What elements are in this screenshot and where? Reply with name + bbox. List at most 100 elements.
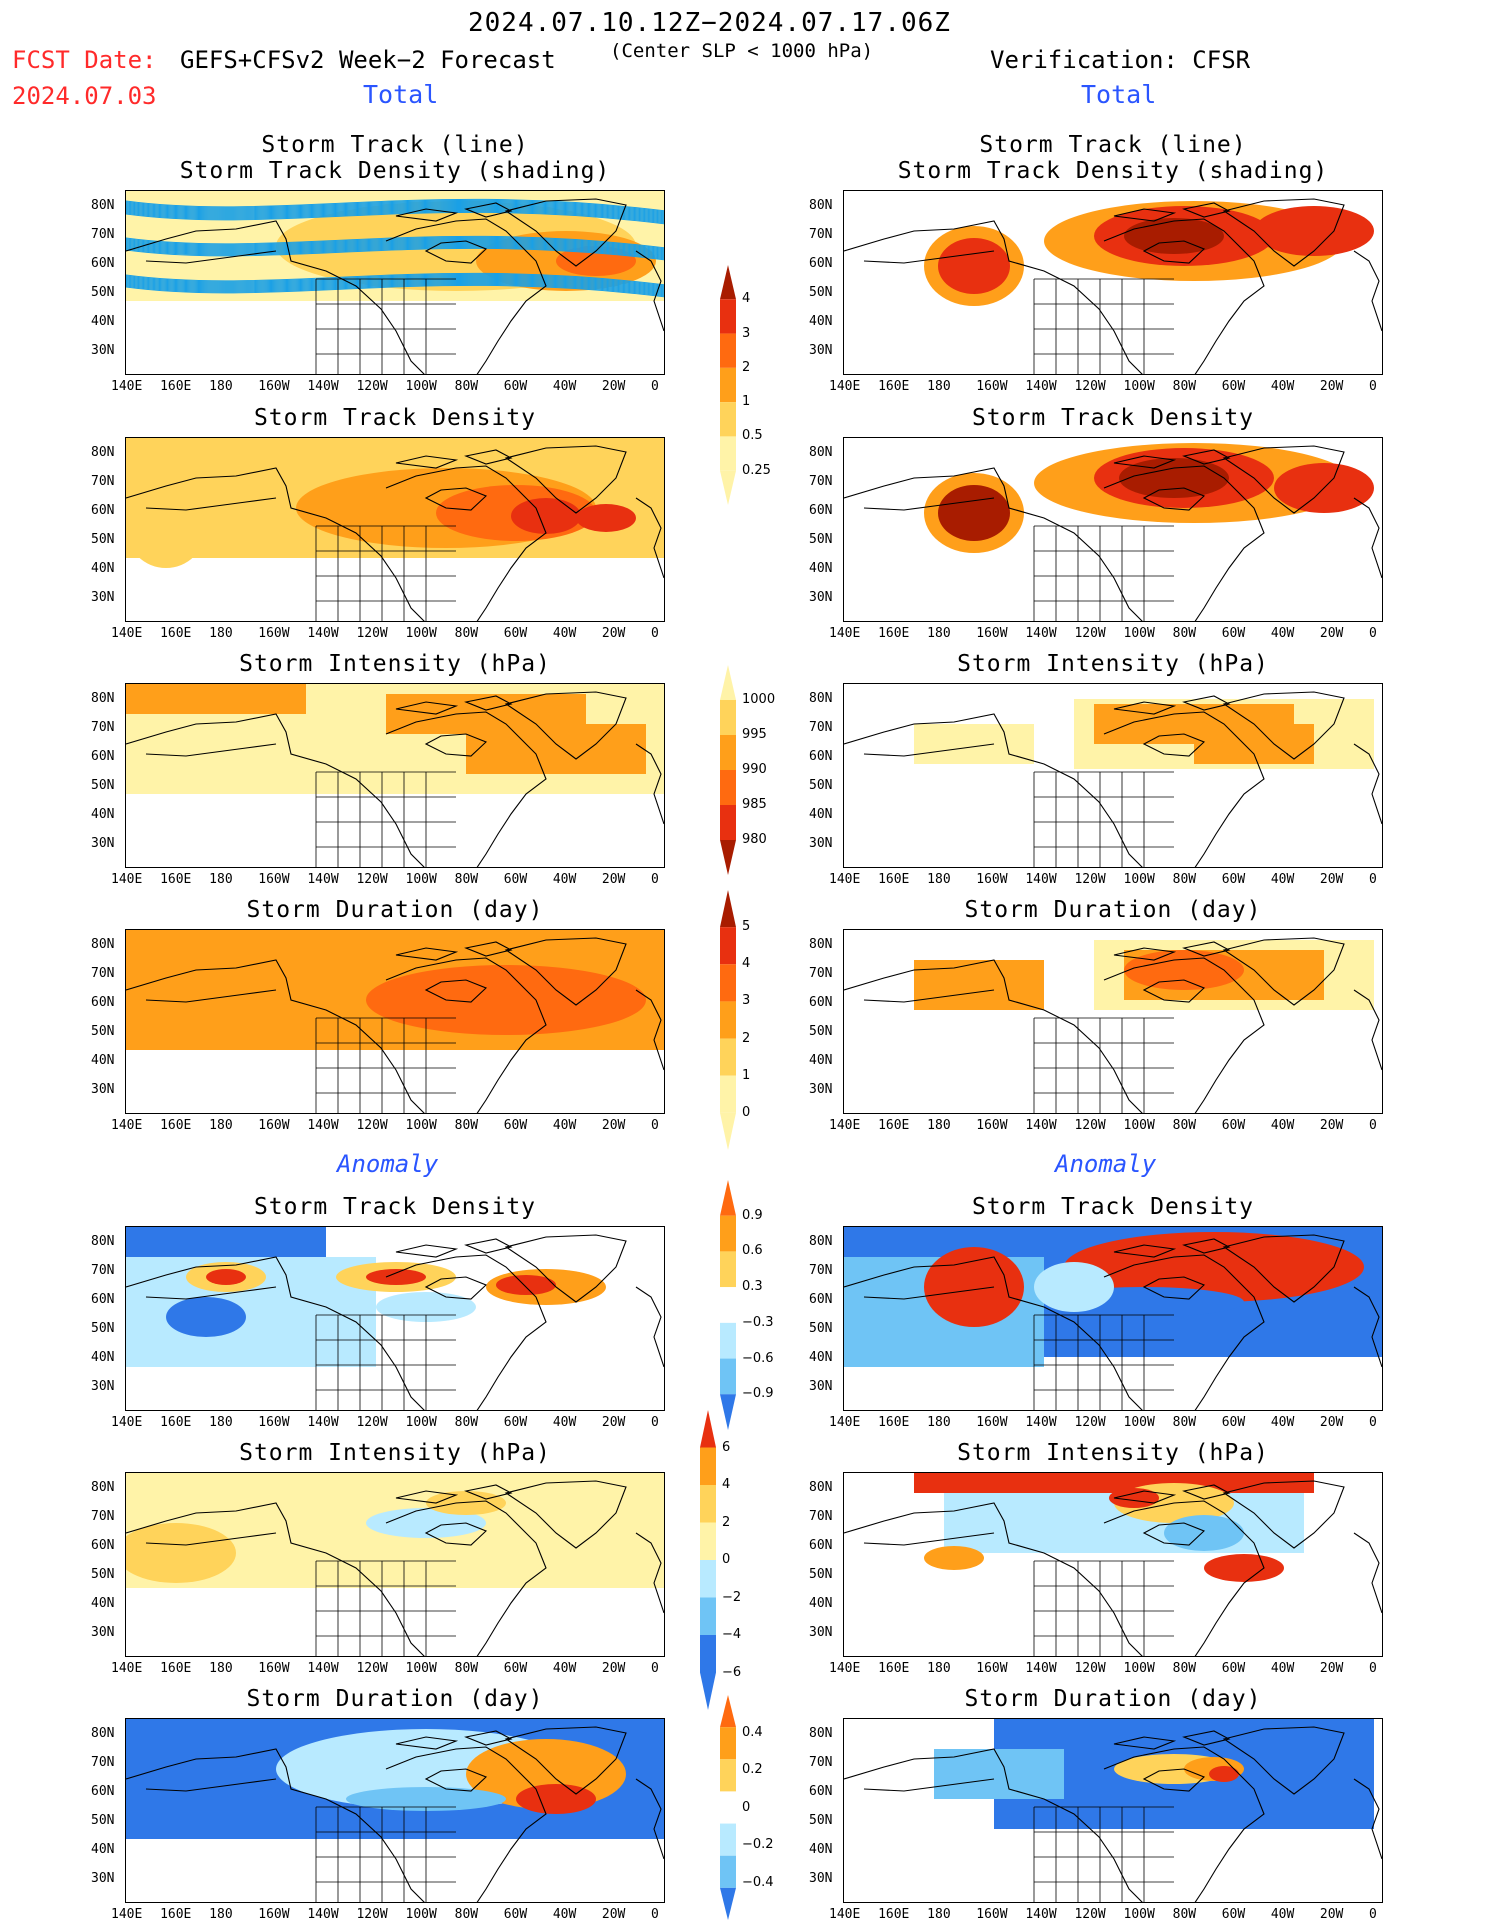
lat-tick-label: 50N xyxy=(809,1321,833,1336)
title-anom-intensity-right: Storm Intensity (hPa) xyxy=(957,1440,1269,1466)
lon-tick-label: 120W xyxy=(356,1661,388,1676)
lon-tick-label: 0 xyxy=(1369,626,1377,641)
shade-region xyxy=(496,1275,556,1295)
colorbar-segment xyxy=(720,700,736,735)
lon-tick-label: 100W xyxy=(1123,626,1155,641)
lat-tick-label: 70N xyxy=(809,227,833,242)
lat-tick-label: 60N xyxy=(809,1784,833,1799)
lat-tick-label: 80N xyxy=(809,1726,833,1741)
lat-tick-label: 50N xyxy=(809,532,833,547)
lat-tick-label: 80N xyxy=(809,445,833,460)
lat-tick-label: 30N xyxy=(809,1082,833,1097)
colorbar-segment xyxy=(700,1672,716,1710)
shade-region xyxy=(1119,458,1229,498)
lon-tick-label: 80W xyxy=(1172,626,1197,641)
lon-tick-label: 120W xyxy=(1074,1118,1106,1133)
lon-tick-label: 20W xyxy=(1319,1661,1344,1676)
coastline-lines xyxy=(126,198,664,374)
lat-tick-label: 80N xyxy=(91,1726,115,1741)
coastline-lines xyxy=(126,937,664,1113)
shade-region xyxy=(576,504,636,532)
lon-tick-label: 140E xyxy=(111,1907,143,1922)
colorbar-label: 980 xyxy=(742,832,767,847)
map-anom-duration-verification xyxy=(843,1718,1383,1903)
lon-tick-label: 160W xyxy=(976,379,1008,394)
lon-tick-label: 0 xyxy=(651,1661,659,1676)
lon-tick-label: 0 xyxy=(1369,872,1377,887)
lon-tick-label: 180 xyxy=(209,626,233,641)
lat-tick-label: 60N xyxy=(809,503,833,518)
colorbar-segment xyxy=(720,1791,736,1824)
lon-tick-label: 20W xyxy=(601,1118,626,1133)
lat-tick-label: 40N xyxy=(809,1350,833,1365)
lon-tick-label: 40W xyxy=(1270,1415,1295,1430)
lon-tick-label: 0 xyxy=(1369,1118,1377,1133)
shade-region xyxy=(126,1227,326,1257)
lat-tick-label: 50N xyxy=(809,285,833,300)
title-track-line-left: Storm Track (line) xyxy=(261,132,529,158)
lat-tick-label: 40N xyxy=(809,1842,833,1857)
lat-tick-label: 50N xyxy=(809,778,833,793)
lon-tick-label: 180 xyxy=(209,1661,233,1676)
coastline-lines xyxy=(844,937,1382,1113)
lon-tick-label: 140E xyxy=(829,1415,861,1430)
colorbar-duration-anom xyxy=(720,1695,736,1920)
colorbar-segment xyxy=(720,1075,736,1113)
lat-tick-label: 40N xyxy=(91,807,115,822)
lon-tick-label: 140W xyxy=(307,872,339,887)
lat-tick-label: 60N xyxy=(91,256,115,271)
lon-tick-label: 160E xyxy=(878,1907,910,1922)
section-total-right: Total xyxy=(1081,80,1157,109)
lon-tick-label: 80W xyxy=(454,1118,479,1133)
lon-tick-label: 100W xyxy=(1123,1415,1155,1430)
colorbar-segment xyxy=(720,1251,736,1288)
state-borders xyxy=(1033,525,1174,621)
lat-tick-label: 40N xyxy=(91,1350,115,1365)
lon-tick-label: 140E xyxy=(829,1907,861,1922)
shade-region xyxy=(466,724,646,774)
shade-region xyxy=(1034,1262,1114,1312)
shade-region xyxy=(914,724,1034,764)
lon-tick-label: 40W xyxy=(552,1118,577,1133)
lon-tick-label: 140W xyxy=(1025,1415,1057,1430)
lon-tick-label: 160E xyxy=(160,379,192,394)
lon-tick-label: 0 xyxy=(651,1415,659,1430)
shade-region xyxy=(1194,724,1314,764)
colorbar-segment xyxy=(700,1447,716,1485)
lat-tick-label: 60N xyxy=(91,503,115,518)
lon-tick-label: 160W xyxy=(976,1118,1008,1133)
lat-tick-label: 80N xyxy=(91,1234,115,1249)
lon-tick-label: 160W xyxy=(258,1118,290,1133)
state-borders xyxy=(315,1017,456,1113)
shade-region xyxy=(1254,206,1374,256)
fcst-date-value: 2024.07.03 xyxy=(12,82,157,110)
colorbar-segment xyxy=(720,1287,736,1323)
coastline-lines xyxy=(844,1480,1382,1656)
lon-tick-label: 100W xyxy=(405,872,437,887)
lon-tick-label: 0 xyxy=(651,1907,659,1922)
lon-tick-label: 160W xyxy=(258,1661,290,1676)
colorbar-label: 0.2 xyxy=(742,1762,763,1777)
shade-region xyxy=(924,1546,984,1570)
lon-tick-label: 0 xyxy=(651,379,659,394)
lat-tick-label: 30N xyxy=(809,836,833,851)
lon-tick-label: 80W xyxy=(454,872,479,887)
colorbar-segment xyxy=(720,367,736,403)
lon-tick-label: 160W xyxy=(976,1907,1008,1922)
storm-track-lines xyxy=(126,198,664,298)
lon-tick-label: 160E xyxy=(160,1907,192,1922)
fcst-date-label: FCST Date: xyxy=(12,46,157,74)
coastline-lines xyxy=(844,198,1382,374)
lon-tick-label: 140W xyxy=(307,379,339,394)
lon-tick-label: 40W xyxy=(552,379,577,394)
state-borders xyxy=(315,1314,456,1410)
lon-tick-label: 140E xyxy=(829,1661,861,1676)
state-borders xyxy=(315,525,456,621)
map-track-line-verification xyxy=(843,190,1383,375)
lon-tick-label: 20W xyxy=(601,626,626,641)
title-anom-density-left: Storm Track Density xyxy=(253,1194,537,1220)
lon-tick-label: 180 xyxy=(209,1118,233,1133)
lat-tick-label: 80N xyxy=(91,445,115,460)
lat-tick-label: 50N xyxy=(91,285,115,300)
shade-region xyxy=(346,1787,506,1811)
